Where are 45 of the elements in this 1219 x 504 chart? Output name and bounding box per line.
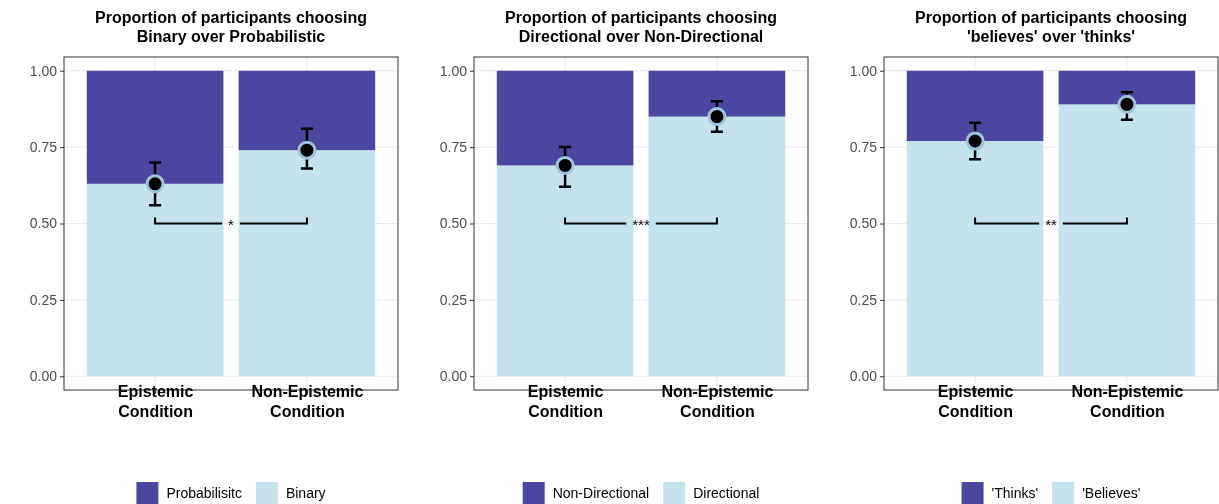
legend-label: Probabilisitc [166,485,242,501]
y-tick-label: 0.75 [849,139,878,156]
bar [648,116,786,377]
bar [1058,104,1196,377]
y-tick-label: 0.50 [29,215,58,232]
y-tick-label: 0.25 [439,291,468,308]
x-tick-label: Non-Epistemic Condition [661,383,774,420]
annotation: ** [1045,215,1057,233]
bar [238,150,376,377]
legend-label: Non-Directional [552,485,650,501]
bar [906,141,1044,377]
legend-label: Binary [285,485,326,501]
chart-title: Proportion of participants choosing 'believes' over 'thinks' [915,9,1187,45]
y-tick-label: 0.00 [849,368,878,385]
bar [906,70,1044,142]
annotation: * [228,215,235,233]
y-tick-label: 0.00 [439,368,468,385]
x-tick-label: Non-Epistemic Condition [1071,383,1184,420]
chart-title: Proportion of participants choosing Binary over Probabilistic [95,9,367,45]
y-tick-label: 1.00 [439,62,468,79]
bar [86,183,224,377]
bar [496,70,634,166]
y-tick-label: 0.50 [849,215,878,232]
y-tick-label: 0.25 [849,291,878,308]
bar [648,70,786,117]
legend-label: Directional [693,485,760,501]
y-tick-label: 1.00 [29,62,58,79]
legend-label: 'Believes' [1082,485,1141,501]
bar [86,70,224,184]
bar [496,165,634,377]
legend-label: 'Thinks' [991,485,1039,501]
x-tick-label: Epistemic Condition [527,383,604,420]
x-tick-label: Non-Epistemic Condition [251,383,364,420]
y-tick-label: 0.50 [439,215,468,232]
bar [238,70,376,151]
y-tick-label: 0.00 [29,368,58,385]
x-tick-label: Epistemic Condition [937,383,1014,420]
x-tick-label: Epistemic Condition [117,383,194,420]
annotation: *** [632,215,650,233]
y-tick-label: 0.75 [439,139,468,156]
y-tick-label: 1.00 [849,62,878,79]
chart-title: Proportion of participants choosing Directional over Non-Directional [505,9,777,45]
y-tick-label: 0.25 [29,291,58,308]
y-tick-label: 0.75 [29,139,58,156]
bar [1058,70,1196,105]
